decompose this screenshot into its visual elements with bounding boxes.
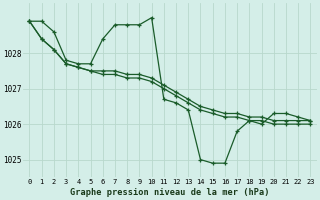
- X-axis label: Graphe pression niveau de la mer (hPa): Graphe pression niveau de la mer (hPa): [70, 188, 270, 197]
